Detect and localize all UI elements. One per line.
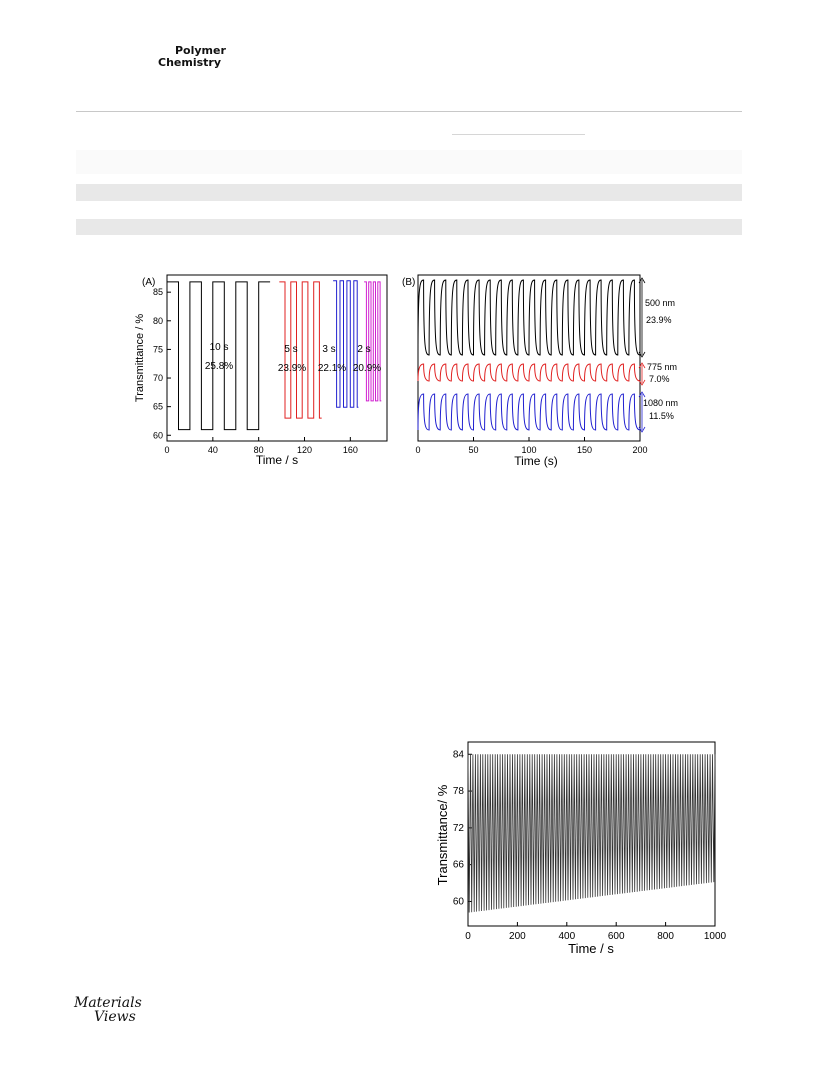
x-tick-label-c: 0 bbox=[465, 931, 471, 942]
panel-label-a: (A) bbox=[142, 277, 155, 288]
arrow-500nm bbox=[638, 277, 646, 358]
y-tick-label-a: 85 bbox=[153, 287, 163, 297]
grey-bar-1 bbox=[76, 184, 742, 201]
annotation-step-3s: 3 s bbox=[322, 344, 335, 355]
x-tick-label-a: 40 bbox=[208, 445, 218, 455]
x-tick-label-a: 160 bbox=[343, 445, 358, 455]
x-tick-label-c: 200 bbox=[509, 931, 526, 942]
x-axis-label-a: Time / s bbox=[256, 453, 298, 467]
label-1080nm-contrast: 11.5% bbox=[649, 411, 674, 421]
y-tick-label-c: 84 bbox=[453, 749, 465, 760]
series-line-b-1 bbox=[417, 363, 641, 382]
label-775nm-contrast: 7.0% bbox=[649, 374, 670, 384]
y-tick-label-a: 70 bbox=[153, 373, 163, 383]
brand-line2: Views bbox=[94, 1009, 136, 1025]
chart-b: 0 50 100 150 200 (B) Time (s) 500 nm 23.9% 7… bbox=[402, 274, 678, 468]
series-line-a-2 bbox=[333, 280, 359, 408]
x-tick-label-a: 0 bbox=[164, 445, 169, 455]
header-rule bbox=[76, 111, 742, 112]
x-tick-label-c: 600 bbox=[608, 931, 625, 942]
series-line-a-1 bbox=[279, 281, 322, 419]
chart-a: 0 40 80 120 160 60 65 70 75 80 85 (A) Time / s Tra… bbox=[134, 274, 388, 467]
annotation-contrast-20-9: 20.9% bbox=[353, 363, 381, 374]
annotation-contrast-23-9: 23.9% bbox=[278, 363, 306, 374]
x-tick-label-c: 400 bbox=[558, 931, 575, 942]
x-tick-label-b: 0 bbox=[415, 445, 420, 455]
label-500nm-contrast: 23.9% bbox=[646, 315, 672, 325]
plot-frame-a bbox=[166, 274, 388, 442]
x-tick-label-b: 50 bbox=[468, 445, 478, 455]
y-tick-label-c: 66 bbox=[453, 860, 465, 871]
x-tick-label-a: 120 bbox=[297, 445, 312, 455]
x-axis-label-c: Time / s bbox=[568, 941, 614, 956]
series-line-a-0 bbox=[167, 281, 271, 431]
x-tick-label-c: 800 bbox=[657, 931, 674, 942]
arrow-1080nm bbox=[638, 391, 646, 433]
annotation-contrast-22-1: 22.1% bbox=[318, 363, 346, 374]
x-tick-label-c: 1000 bbox=[704, 931, 727, 942]
annotation-step-2s: 2 s bbox=[357, 344, 370, 355]
x-axis-label-b: Time (s) bbox=[514, 454, 558, 468]
y-tick-label-c: 72 bbox=[453, 823, 465, 834]
grey-bar-2 bbox=[76, 219, 742, 235]
brand-line1: Materials bbox=[74, 995, 142, 1011]
y-tick-label-c: 60 bbox=[453, 896, 465, 907]
arrow-775nm bbox=[638, 362, 646, 386]
y-axis-label-a: Transmittance / % bbox=[134, 314, 146, 402]
x-tick-label-b: 200 bbox=[632, 445, 647, 455]
panel-label-b: (B) bbox=[402, 277, 415, 288]
faint-text-band bbox=[76, 150, 742, 174]
annotation-step-5s: 5 s bbox=[284, 344, 297, 355]
label-1080nm: 1080 nm bbox=[643, 398, 678, 408]
y-tick-label-a: 80 bbox=[153, 316, 163, 326]
y-axis-label-c: Transmittance/ % bbox=[435, 784, 450, 885]
journal-name-line1: Polymer bbox=[175, 44, 226, 57]
journal-name-line2: Chemistry bbox=[158, 56, 221, 69]
series-line-b-0 bbox=[417, 279, 641, 356]
label-775nm: 775 nm bbox=[647, 362, 677, 372]
series-line-a-3 bbox=[364, 281, 382, 402]
journal-logo: Polymer Chemistry bbox=[158, 45, 226, 69]
plot-frame-c bbox=[467, 741, 716, 927]
annotation-contrast-25-8: 25.8% bbox=[205, 361, 233, 372]
x-tick-label-b: 150 bbox=[577, 445, 592, 455]
x-tick-label-a: 80 bbox=[254, 445, 264, 455]
x-tick-label-b: 100 bbox=[521, 445, 536, 455]
faint-link-line bbox=[452, 134, 585, 135]
y-tick-label-a: 60 bbox=[153, 430, 163, 440]
y-tick-label-a: 75 bbox=[153, 344, 163, 354]
y-tick-label-a: 65 bbox=[153, 402, 163, 412]
materials-views-logo: Materials Views bbox=[74, 996, 142, 1024]
series-line-b-2 bbox=[417, 393, 641, 431]
chart-c: 0 200 400 600 800 1000 60 66 72 78 84 Time / s Tra… bbox=[435, 741, 727, 956]
annotation-step-10s: 10 s bbox=[210, 342, 229, 353]
label-500nm: 500 nm bbox=[645, 298, 675, 308]
y-tick-label-c: 78 bbox=[453, 786, 465, 797]
series-line-c bbox=[467, 754, 716, 913]
